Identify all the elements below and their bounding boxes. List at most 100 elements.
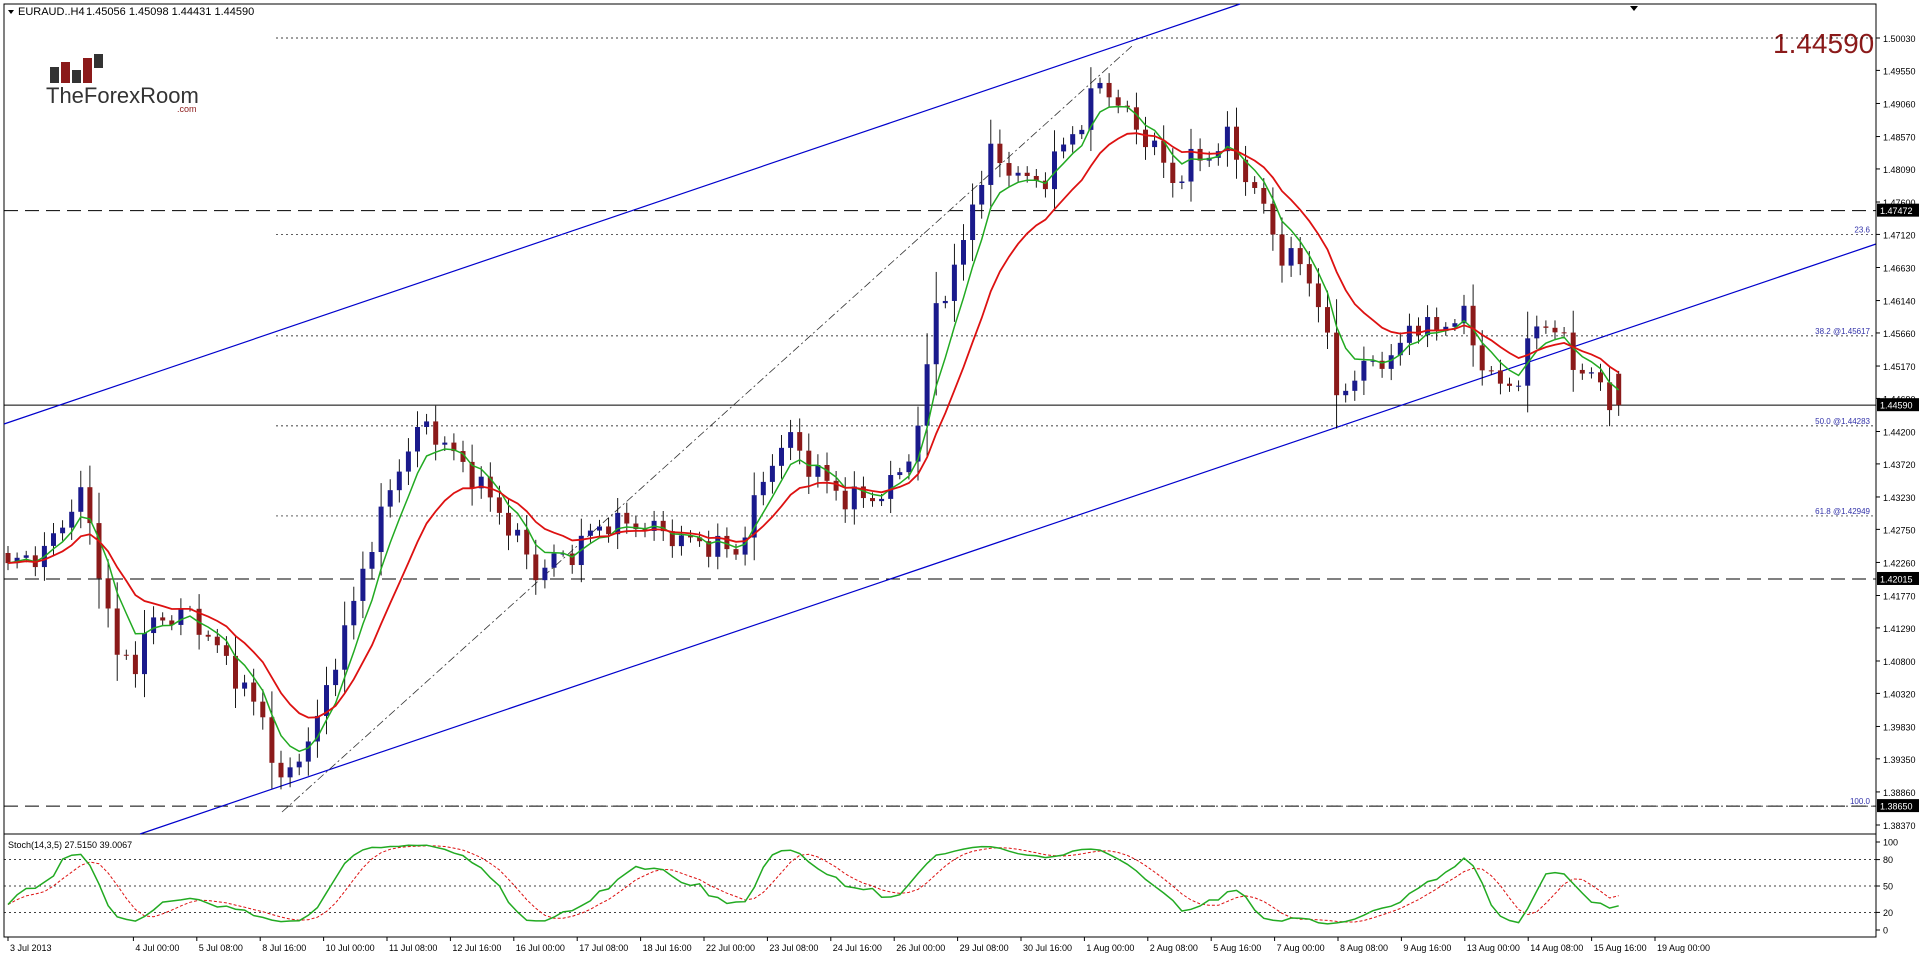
price-tag [1877, 203, 1919, 217]
candle-body [1033, 175, 1039, 181]
time-tick-label: 5 Aug 16:00 [1213, 943, 1261, 953]
candle-body [1297, 248, 1303, 265]
candle-body [1379, 360, 1385, 369]
candle-body [1115, 97, 1121, 106]
stoch-tick-label: 20 [1883, 908, 1893, 918]
candle-body [1461, 305, 1467, 324]
candle-body [860, 486, 866, 499]
price-tick-label: 1.38370 [1883, 821, 1916, 831]
candle-body [997, 143, 1003, 164]
candle-body [1006, 163, 1012, 176]
time-tick-label: 19 Aug 00:00 [1657, 943, 1710, 953]
candle-body [405, 451, 411, 472]
candle-body [5, 552, 11, 564]
candle-body [78, 487, 84, 512]
candle-body [1288, 248, 1294, 266]
candle-body [1088, 88, 1094, 130]
candle-body [1070, 134, 1076, 145]
price-tick-label: 1.45170 [1883, 362, 1916, 372]
time-tick-label: 29 Jul 08:00 [960, 943, 1009, 953]
candle-body [1607, 382, 1613, 411]
stoch-signal-line [7, 845, 1619, 923]
candle-body [1061, 144, 1067, 152]
candle-body [1143, 129, 1148, 148]
fib-retracement-diagonal[interactable] [281, 45, 1133, 813]
fib-label: 23.6 [1854, 225, 1870, 234]
candle-body [96, 523, 102, 579]
time-tick-label: 5 Jul 08:00 [199, 943, 243, 953]
symbol-label: EURAUD..H4 [18, 6, 85, 18]
shift-marker-icon[interactable] [1630, 6, 1638, 11]
candle-body [251, 682, 257, 702]
price-tick-label: 1.49550 [1883, 66, 1916, 76]
candle-body [123, 654, 129, 656]
time-tick-label: 1 Aug 00:00 [1086, 943, 1134, 953]
candle-body [305, 741, 311, 762]
candle-body [87, 487, 93, 524]
channel-lower-line[interactable] [139, 243, 1877, 835]
time-tick-label: 23 Jul 08:00 [769, 943, 818, 953]
price-tick-label: 1.41290 [1883, 624, 1916, 634]
price-tick-label: 1.43230 [1883, 493, 1916, 503]
candle-body [287, 767, 293, 778]
menu-triangle-icon[interactable] [8, 10, 14, 14]
price-tick-label: 1.48090 [1883, 165, 1916, 175]
candle-body [242, 682, 248, 689]
candle-body [506, 512, 511, 536]
candle-body [160, 617, 166, 621]
candle-body [1534, 326, 1540, 339]
time-tick-label: 17 Jul 08:00 [579, 943, 628, 953]
candle-body [1215, 151, 1221, 158]
candle-body [706, 541, 712, 557]
channel-upper-line[interactable] [3, 3, 1241, 425]
candle-body [1224, 126, 1230, 152]
candle-body [205, 634, 211, 637]
candle-body [496, 497, 502, 513]
candle-body [387, 490, 393, 507]
candle-body [378, 506, 384, 553]
candle-body [260, 701, 266, 718]
candle-body [524, 529, 530, 555]
candle-body [433, 421, 439, 445]
time-tick-label: 8 Aug 08:00 [1340, 943, 1388, 953]
candle-body [1024, 172, 1030, 176]
time-tick-label: 24 Jul 16:00 [833, 943, 882, 953]
candle-body [1352, 380, 1358, 391]
candle-body [933, 303, 939, 365]
logo-subtext: .com [177, 104, 197, 114]
price-tick-label: 1.42750 [1883, 525, 1916, 535]
price-tag-label: 1.44590 [1880, 401, 1913, 411]
time-tick-label: 26 Jul 00:00 [896, 943, 945, 953]
price-tag [1877, 799, 1919, 813]
candle-body [606, 526, 612, 535]
candle-body [769, 465, 775, 482]
candle-body [1561, 332, 1567, 334]
ma-fast-line [7, 105, 1620, 753]
candle-body [951, 264, 957, 301]
price-tick-label: 1.41770 [1883, 592, 1916, 602]
logo-bar-icon [94, 54, 103, 68]
candle-body [615, 512, 621, 535]
logo: TheForexRoom .com [46, 54, 199, 114]
candle-body [842, 490, 848, 510]
candle-body [1188, 148, 1194, 182]
candle-body [1279, 234, 1285, 266]
candle-body [1416, 325, 1421, 336]
candle-body [1097, 82, 1103, 89]
logo-bar-icon [61, 62, 70, 83]
candle-body [806, 450, 812, 477]
candle-body [314, 715, 320, 742]
candle-body [1397, 342, 1403, 356]
candle-body [396, 471, 402, 491]
price-tick-label: 1.38860 [1883, 788, 1916, 798]
candle-body [178, 608, 184, 625]
candle-body [1252, 182, 1258, 188]
candle-body [961, 240, 966, 265]
candle-body [797, 432, 803, 451]
candle-body [942, 300, 948, 304]
price-tick-label: 1.43720 [1883, 460, 1916, 470]
candle-body [114, 608, 120, 655]
candle-body [1042, 180, 1048, 190]
